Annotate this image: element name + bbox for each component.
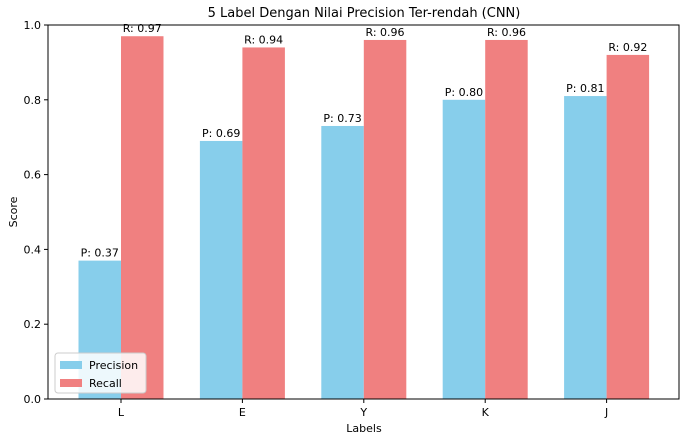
legend-label-precision: Precision — [89, 359, 138, 372]
data-label-recall-l: R: 0.97 — [123, 22, 162, 35]
bar-recall-l — [121, 36, 164, 399]
legend-swatch-precision — [60, 361, 82, 369]
bar-precision-y — [321, 125, 364, 399]
y-tick-label-1: 0.2 — [24, 318, 42, 331]
bar-precision-k — [442, 99, 486, 400]
data-label-recall-e: R: 0.94 — [244, 33, 283, 46]
x-tick-label-l: L — [118, 406, 125, 419]
bar-recall-k — [485, 39, 528, 400]
bar-recall-j — [606, 54, 650, 400]
bar-recall-y — [363, 39, 407, 400]
legend-swatch-recall — [60, 379, 82, 387]
x-tick-label-k: K — [482, 406, 490, 419]
data-label-precision-l: P: 0.37 — [81, 247, 119, 260]
bar-precision-j — [564, 96, 607, 399]
y-tick-label-5: 1.0 — [24, 19, 42, 32]
data-label-precision-k: P: 0.80 — [445, 86, 483, 99]
data-label-precision-j: P: 0.81 — [566, 82, 604, 95]
y-tick-label-2: 0.4 — [24, 243, 42, 256]
axes: L E Y K J 0.0 0.2 0.4 0.6 0.8 1.0 — [24, 19, 609, 419]
x-tick-label-j: J — [604, 406, 608, 419]
x-axis-title: Labels — [346, 422, 382, 435]
data-label-precision-y: P: 0.73 — [323, 112, 361, 125]
y-tick-label-4: 0.8 — [24, 94, 42, 107]
bar-precision-e — [199, 140, 243, 399]
x-tick-label-e: E — [239, 406, 246, 419]
chart-title: 5 Label Dengan Nilai Precision Ter-renda… — [208, 6, 521, 21]
legend: Precision Recall — [54, 352, 147, 394]
data-label-recall-j: R: 0.92 — [608, 41, 647, 54]
legend-label-recall: Recall — [89, 377, 122, 390]
x-tick-label-y: Y — [359, 406, 367, 419]
plot-area: P: 0.37 R: 0.97 P: 0.69 R: 0.94 P: 0.73 R: 0.… — [78, 22, 650, 400]
data-label-recall-k: R: 0.96 — [487, 26, 526, 39]
data-label-precision-e: P: 0.69 — [202, 127, 240, 140]
y-axis-title: Score — [7, 196, 20, 227]
bar-recall-e — [242, 47, 285, 399]
y-tick-label-3: 0.6 — [24, 169, 42, 182]
y-tick-label-0: 0.0 — [24, 393, 42, 406]
data-label-recall-y: R: 0.96 — [366, 26, 405, 39]
